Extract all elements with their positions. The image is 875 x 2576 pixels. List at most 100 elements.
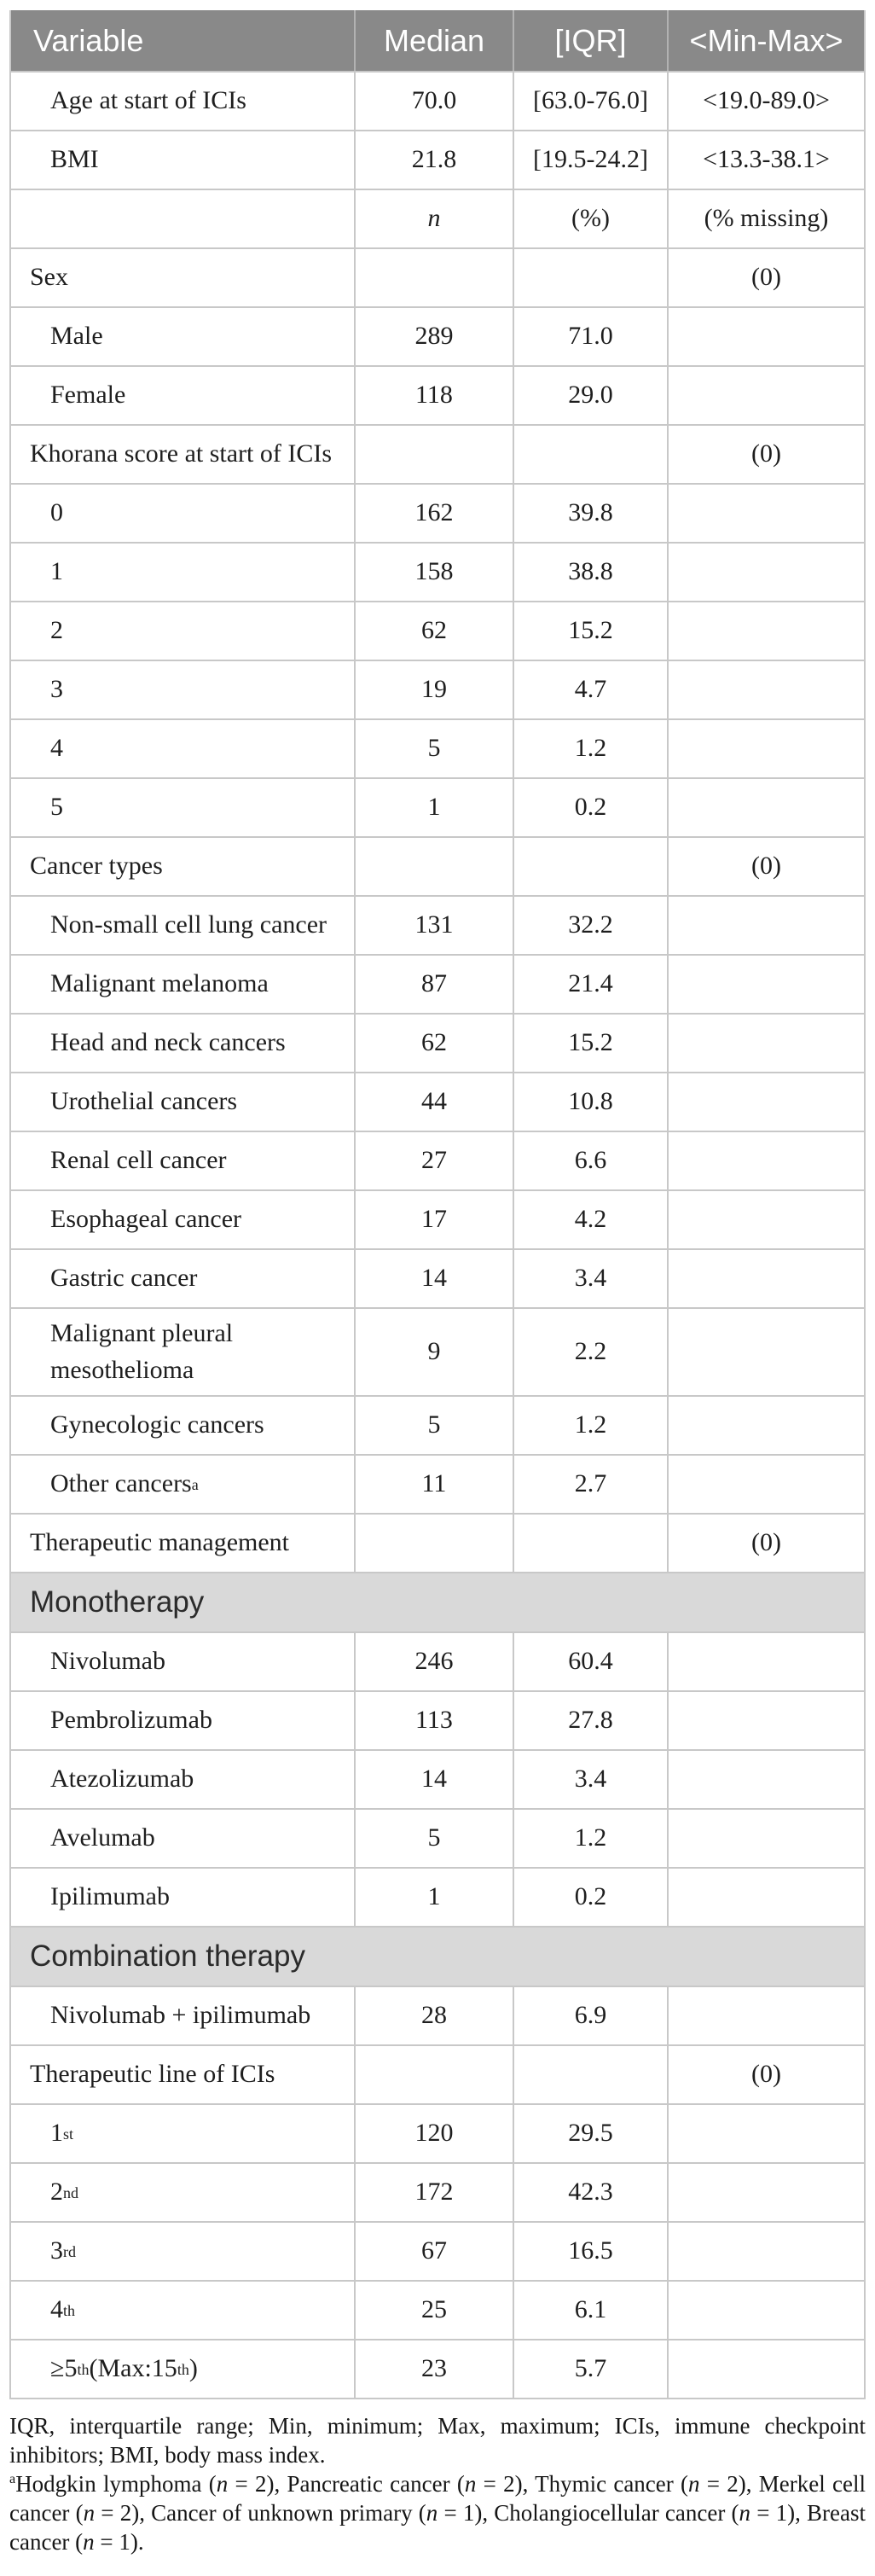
- cell-variable: Head and neck cancers: [11, 1015, 356, 1072]
- cell-minmax-or-missing: [669, 2340, 864, 2398]
- cell-n-or-median: 131: [356, 897, 514, 954]
- cell-minmax-or-missing: [669, 2164, 864, 2221]
- cell-minmax-or-missing: [669, 1132, 864, 1189]
- cell-n-or-median: 67: [356, 2223, 514, 2281]
- table-footnotes: IQR, interquartile range; Min, minimum; …: [9, 2411, 866, 2556]
- section-banner-label: Monotherapy: [30, 1585, 205, 1619]
- cell-n-or-median: 28: [356, 1987, 514, 2045]
- table-header-row: Variable Median [IQR] <Min-Max>: [11, 10, 864, 71]
- cell-variable: Cancer types: [11, 838, 356, 895]
- table-row: ≥5 th (Max:15 th) 23 5.7: [11, 2339, 864, 2399]
- cell-n-or-median: 44: [356, 1073, 514, 1131]
- cell-percent-or-iqr: [514, 249, 669, 306]
- cell-n-or-median: 19: [356, 661, 514, 718]
- cell-percent-or-iqr: 29.5: [514, 2105, 669, 2163]
- column-header-iqr: [IQR]: [514, 10, 669, 71]
- cell-variable: Therapeutic line of ICIs: [11, 2046, 356, 2104]
- cell-n-or-median: 11: [356, 1456, 514, 1514]
- cell-percent-or-iqr: 6.1: [514, 2282, 669, 2340]
- table-row: Pembrolizumab 113 27.8: [11, 1690, 864, 1750]
- cell-minmax-or-missing: [669, 1810, 864, 1867]
- cell-variable: Esophageal cancer: [11, 1191, 356, 1248]
- cell-variable: ≥5 th (Max:15 th): [11, 2340, 356, 2399]
- cell-minmax-or-missing: <13.3-38.1>: [703, 145, 830, 174]
- cell-n-or-median: [356, 1515, 514, 1573]
- cell-percent-or-iqr: 2.2: [514, 1309, 669, 1396]
- table-row: Malignant pleural mesothelioma 9 2.2: [11, 1307, 864, 1396]
- cell-variable: Malignant melanoma: [11, 956, 356, 1013]
- cell-n-or-median: [356, 838, 514, 895]
- table-row: Head and neck cancers 62 15.2: [11, 1013, 864, 1072]
- table-row: Other cancers a 11 2.7: [11, 1454, 864, 1514]
- cell-minmax-or-missing: [669, 956, 864, 1013]
- cell-variable: Urothelial cancers: [11, 1073, 356, 1131]
- cell-variable: Therapeutic management: [11, 1515, 356, 1573]
- cell-minmax-or-missing: (0): [751, 852, 781, 881]
- cell-variable: Ipilimumab: [11, 1869, 356, 1927]
- cell-n-or-median: 23: [356, 2340, 514, 2399]
- cell-variable: Khorana score at start of ICIs: [11, 426, 356, 483]
- table-row: 2 62 15.2: [11, 601, 864, 660]
- cell-minmax-or-missing: [669, 602, 864, 660]
- cell-percent-or-iqr: 2.7: [514, 1456, 669, 1514]
- cell-variable: Atezolizumab: [11, 1751, 356, 1809]
- table-row: Avelumab 5 1.2: [11, 1808, 864, 1868]
- table-row: 0 162 39.8: [11, 483, 864, 542]
- cell-n-or-median: 5: [356, 1397, 514, 1455]
- cell-percent-or-iqr: 29.0: [514, 367, 669, 424]
- cell-minmax-or-missing: (0): [751, 2060, 781, 2089]
- cell-minmax-or-missing: [669, 1191, 864, 1248]
- cell-minmax-or-missing: [669, 720, 864, 777]
- table-row: Age at start of ICIs 70.0 [63.0-76.0] <1…: [11, 71, 864, 130]
- cell-variable: 3: [11, 661, 356, 718]
- cell-variable: 1: [11, 544, 356, 601]
- cell-variable: 2: [11, 602, 356, 660]
- cell-percent-or-iqr: (%): [514, 190, 669, 247]
- table-row: Atezolizumab 14 3.4: [11, 1749, 864, 1809]
- cell-variable: Nivolumab: [11, 1633, 356, 1691]
- cell-percent-or-iqr: 15.2: [514, 602, 669, 660]
- column-header-median: Median: [356, 10, 514, 71]
- cell-n-or-median: [356, 426, 514, 483]
- cell-n-or-median: 162: [356, 485, 514, 542]
- cell-n-or-median: 158: [356, 544, 514, 601]
- cell-variable: Gynecologic cancers: [11, 1397, 356, 1455]
- cell-variable: Sex: [11, 249, 356, 306]
- cell-variable: Age at start of ICIs: [11, 73, 356, 130]
- cell-percent-or-iqr: [514, 838, 669, 895]
- cell-percent-or-iqr: 42.3: [514, 2164, 669, 2222]
- cell-percent-or-iqr: [19.5-24.2]: [514, 131, 669, 189]
- characteristics-table: Variable Median [IQR] <Min-Max> Age at s…: [9, 10, 866, 2400]
- cell-minmax-or-missing: [669, 485, 864, 542]
- cell-variable: Malignant pleural mesothelioma: [11, 1309, 356, 1396]
- cell-percent-or-iqr: 1.2: [514, 1810, 669, 1868]
- cell-minmax-or-missing: [669, 1015, 864, 1072]
- cell-percent-or-iqr: 1.2: [514, 1397, 669, 1455]
- cell-percent-or-iqr: 27.8: [514, 1692, 669, 1750]
- cell-minmax-or-missing: (0): [751, 439, 781, 468]
- cell-n-or-median: 246: [356, 1633, 514, 1691]
- table-row: Therapeutic line of ICIs (0): [11, 2044, 864, 2104]
- cell-variable: Gastric cancer: [11, 1250, 356, 1307]
- table-row: Sex (0): [11, 247, 864, 306]
- cell-n-or-median: 62: [356, 602, 514, 660]
- cell-n-or-median: 21.8: [356, 131, 514, 189]
- table-row: n (%) (% missing): [11, 189, 864, 247]
- column-header-variable: Variable: [11, 10, 356, 71]
- cell-percent-or-iqr: 6.9: [514, 1987, 669, 2045]
- cell-percent-or-iqr: 0.2: [514, 779, 669, 836]
- table-row: Therapeutic management (0): [11, 1513, 864, 1573]
- cell-percent-or-iqr: [514, 2046, 669, 2104]
- cell-percent-or-iqr: 4.7: [514, 661, 669, 718]
- cell-n-or-median: 1: [356, 1869, 514, 1927]
- table-row: Cancer types (0): [11, 836, 864, 895]
- cell-n-or-median: 25: [356, 2282, 514, 2340]
- cell-n-or-median: 17: [356, 1191, 514, 1248]
- section-banner-label: Combination therapy: [30, 1939, 305, 1974]
